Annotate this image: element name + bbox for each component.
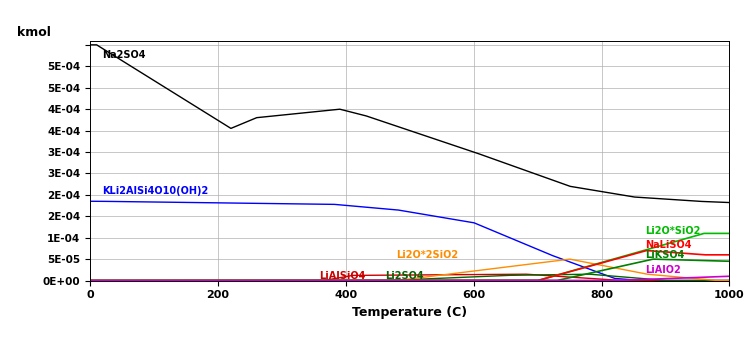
Text: Li2O*2SiO2: Li2O*2SiO2 (396, 250, 458, 260)
Text: kmol: kmol (17, 26, 50, 39)
Text: Li2O*SiO2: Li2O*SiO2 (645, 226, 700, 236)
Text: LiKSO4: LiKSO4 (645, 250, 684, 260)
Text: KLi2AlSi4O10(OH)2: KLi2AlSi4O10(OH)2 (102, 186, 208, 196)
Text: Na2SO4: Na2SO4 (102, 50, 145, 60)
X-axis label: Temperature (C): Temperature (C) (352, 306, 468, 319)
Text: LiAlSiO4: LiAlSiO4 (319, 271, 365, 281)
Text: NaLiSO4: NaLiSO4 (645, 240, 692, 250)
Text: Li2SO4: Li2SO4 (386, 271, 424, 281)
Text: LiAlO2: LiAlO2 (645, 265, 681, 275)
